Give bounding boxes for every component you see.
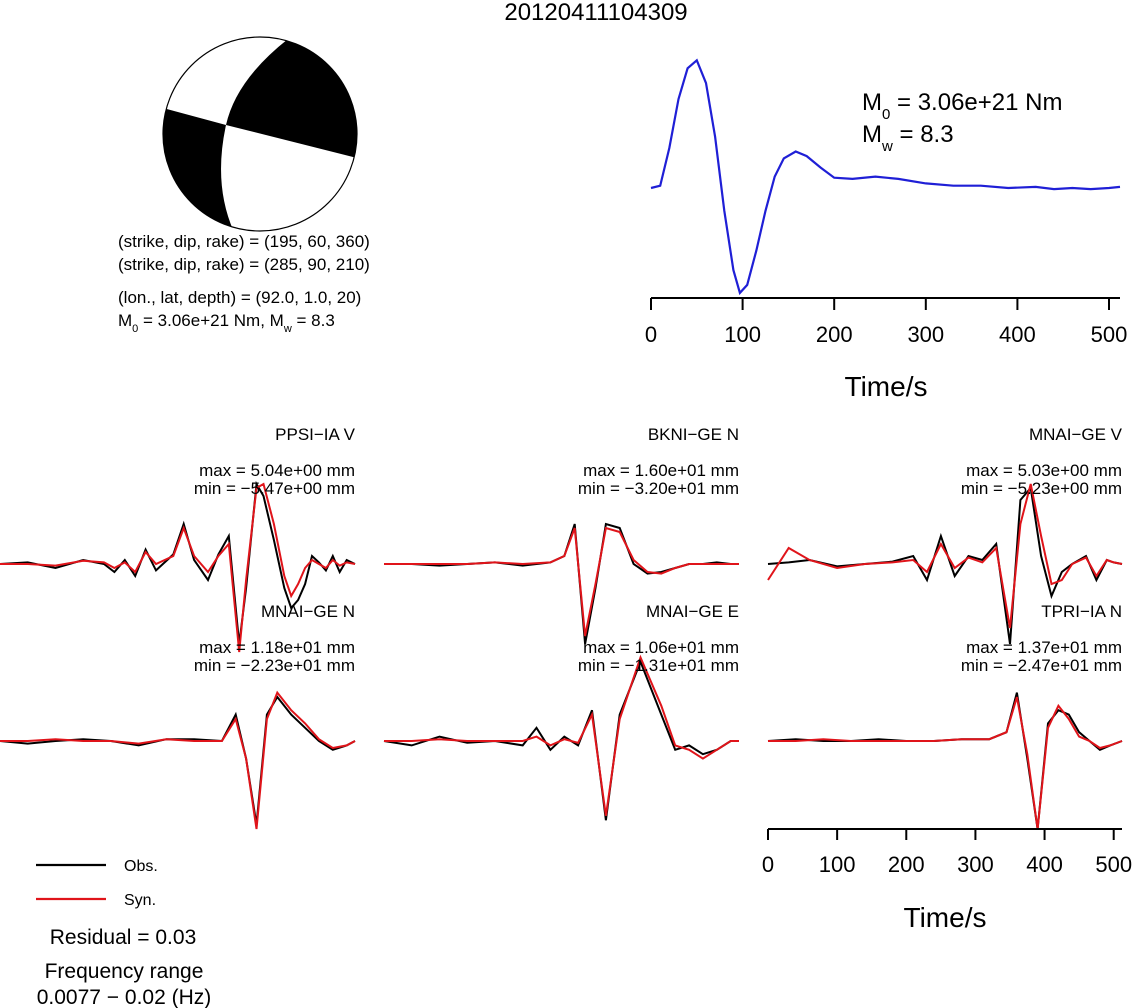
frequency-range-value: 0.0077 − 0.02 (Hz) xyxy=(37,986,212,1008)
waveform-tick-label: 400 xyxy=(1026,852,1063,877)
stf-tick-label: 100 xyxy=(724,322,761,347)
amplitude-min: min = −3.20e+01 mm xyxy=(578,479,739,498)
stf-m0-value: 3.06e+21 Nm xyxy=(918,89,1063,116)
nodal-plane-1: (strike, dip, rake) = (195, 60, 360) xyxy=(118,232,370,251)
amplitude-min: min = −5.47e+00 mm xyxy=(194,479,355,498)
observed-trace xyxy=(767,692,1123,830)
synthetic-trace xyxy=(0,690,356,830)
stf-tick-label: 200 xyxy=(816,322,853,347)
amplitude-min: min = −2.23e+01 mm xyxy=(194,656,355,675)
amplitude-max: max = 1.60e+01 mm xyxy=(583,461,739,480)
beachball-diagram xyxy=(162,36,358,232)
residual-text: Residual = 0.03 xyxy=(50,926,197,949)
stf-tick-label: 500 xyxy=(1091,322,1128,347)
synthetic-trace xyxy=(768,696,1123,830)
observed-trace xyxy=(0,695,356,825)
legend-obs-label: Obs. xyxy=(124,858,158,875)
magnitude-summary: M0 = 3.06e+21 Nm, Mw = 8.3 xyxy=(118,311,335,335)
nodal-plane-2: (strike, dip, rake) = (285, 90, 210) xyxy=(118,255,370,274)
magnitude-summary-mw: 8.3 xyxy=(311,311,335,330)
waveform-tick-label: 0 xyxy=(762,852,774,877)
amplitude-max: max = 5.04e+00 mm xyxy=(199,461,355,480)
synthetic-trace xyxy=(384,654,739,816)
amplitude-max: max = 5.03e+00 mm xyxy=(966,461,1122,480)
stf-mw-annotation: Mw = 8.3 xyxy=(862,121,954,155)
source-time-function-plot: 0 100 200 300 400 500 Time/s M0 = 3.06e+21 Nm… xyxy=(645,58,1127,402)
amplitude-min: min = −1.31e+01 mm xyxy=(578,656,739,675)
waveform-x-ticks: 0 100 200 300 400 500 xyxy=(762,829,1132,877)
waveform-tick-label: 300 xyxy=(957,852,994,877)
synthetic-trace xyxy=(384,526,739,637)
amplitude-min: min = −5.23e+00 mm xyxy=(961,479,1122,498)
station-label: MNAI−GE V xyxy=(1029,425,1123,444)
legend: Obs. Syn. xyxy=(36,858,158,909)
legend-syn-label: Syn. xyxy=(124,892,156,909)
station-label: MNAI−GE N xyxy=(261,602,355,621)
hypocenter-location: (lon., lat, depth) = (92.0, 1.0, 20) xyxy=(118,288,361,307)
figure-title: 20120411104309 xyxy=(504,0,687,26)
station-label: BKNI−GE N xyxy=(648,425,739,444)
synthetic-trace xyxy=(767,483,1123,629)
magnitude-summary-m0: 3.06e+21 Nm xyxy=(158,311,261,330)
amplitude-max: max = 1.37e+01 mm xyxy=(966,638,1122,657)
beachball-outline xyxy=(162,36,358,232)
stf-x-ticks: 0 100 200 300 400 500 xyxy=(645,298,1127,347)
stf-m0-annotation: M0 = 3.06e+21 Nm xyxy=(862,89,1062,123)
observed-trace xyxy=(384,522,739,645)
amplitude-max: max = 1.06e+01 mm xyxy=(583,638,739,657)
stf-mw-value: 8.3 xyxy=(920,121,953,148)
amplitude-max: max = 1.18e+01 mm xyxy=(199,638,355,657)
stf-tick-label: 300 xyxy=(907,322,944,347)
observed-trace xyxy=(383,659,739,821)
station-label: TPRI−IA N xyxy=(1041,602,1122,621)
stf-tick-label: 400 xyxy=(999,322,1036,347)
stf-series-line xyxy=(650,58,1121,296)
frequency-range-label: Frequency range xyxy=(45,960,204,983)
stf-x-axis-label: Time/s xyxy=(845,371,928,402)
waveform-tick-label: 200 xyxy=(888,852,925,877)
waveform-tick-label: 500 xyxy=(1095,852,1132,877)
stf-tick-label: 0 xyxy=(645,322,657,347)
synthetic-trace xyxy=(0,482,356,653)
station-label: PPSI−IA V xyxy=(275,425,356,444)
station-label: MNAI−GE E xyxy=(646,602,739,621)
waveform-tick-label: 100 xyxy=(819,852,856,877)
waveform-x-axis-label: Time/s xyxy=(904,902,987,933)
amplitude-min: min = −2.47e+01 mm xyxy=(961,656,1122,675)
waveform-time-axis: 0 100 200 300 400 500 Time/s xyxy=(762,828,1132,933)
